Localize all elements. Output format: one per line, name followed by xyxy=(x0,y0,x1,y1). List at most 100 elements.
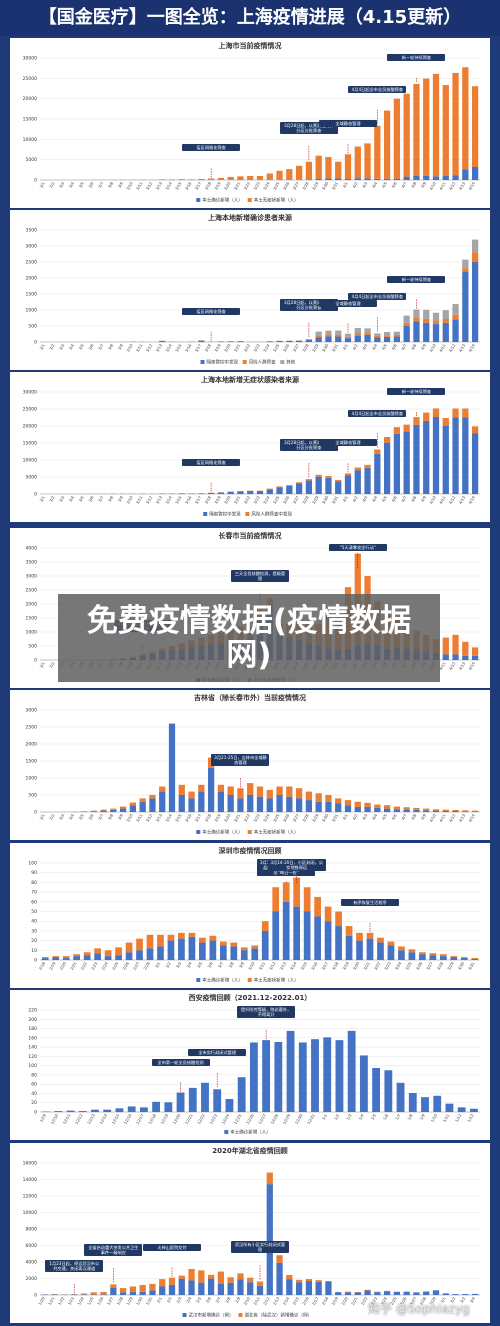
y-tick-label: 60 xyxy=(31,899,37,905)
panel xyxy=(10,372,490,522)
x-tick-label: 3/1 xyxy=(38,343,46,351)
legend-swatch xyxy=(242,360,247,364)
bar xyxy=(286,1279,293,1295)
legend-swatch xyxy=(224,1130,229,1134)
bar xyxy=(251,945,259,949)
bar xyxy=(274,1041,283,1112)
annotation-box: 武汉所有小区实行封闭式管理 xyxy=(231,1241,289,1254)
bar xyxy=(227,1277,234,1283)
x-tick-label: 3/8 xyxy=(107,813,115,821)
bar xyxy=(295,788,303,799)
bar xyxy=(188,798,195,812)
bar xyxy=(423,810,430,812)
x-tick-label: 3/19 xyxy=(213,494,222,504)
bar xyxy=(344,336,352,339)
x-tick-label: 12/15 xyxy=(111,1113,121,1125)
bar xyxy=(152,1101,161,1112)
x-tick-label: 4/5 xyxy=(381,181,389,189)
legend-label: 风险人群筛查 xyxy=(249,359,276,366)
bar xyxy=(432,809,440,811)
bar xyxy=(266,1184,273,1295)
x-tick-label: 4/5 xyxy=(381,343,389,351)
bar xyxy=(207,1274,215,1279)
x-tick-label: 3/26 xyxy=(282,342,291,352)
x-tick-label: 3/15 xyxy=(174,342,183,352)
y-tick-label: 20000 xyxy=(23,424,37,430)
bar xyxy=(293,906,301,960)
x-tick-label: 3/16 xyxy=(184,342,193,352)
bar xyxy=(188,1087,197,1112)
y-tick-label: 40 xyxy=(31,919,37,925)
bar xyxy=(460,957,468,959)
bar xyxy=(423,309,430,319)
bar xyxy=(432,408,440,417)
bar xyxy=(139,1107,148,1112)
bar xyxy=(178,938,185,960)
bar xyxy=(225,1099,234,1112)
x-tick-label: 3/24 xyxy=(262,812,271,822)
y-tick-label: 20000 xyxy=(23,96,37,102)
bar xyxy=(442,425,449,494)
bar xyxy=(286,340,293,342)
bar xyxy=(91,1109,99,1112)
y-tick-label: 80 xyxy=(31,1072,37,1078)
bar xyxy=(256,491,264,494)
bar xyxy=(423,412,430,421)
bar xyxy=(315,1281,322,1295)
x-tick-label: 3/24 xyxy=(394,960,403,970)
bar xyxy=(387,945,395,960)
bar xyxy=(374,333,381,336)
annotation-text: 火神山医院交付 xyxy=(143,1243,201,1251)
x-tick-label: 3/11 xyxy=(135,180,144,190)
bar xyxy=(432,73,440,177)
bar xyxy=(383,1291,391,1295)
x-tick-label: 3/25 xyxy=(404,960,413,970)
bar xyxy=(295,165,303,180)
annotation-text: 4月4日起全市全员核酸筛查 xyxy=(348,409,407,417)
x-tick-label: 1/22 xyxy=(57,1295,66,1305)
x-tick-label: 1/29 xyxy=(125,1295,134,1305)
y-tick-label: 500 xyxy=(28,324,37,330)
bar xyxy=(335,926,342,960)
x-tick-label: 4/11 xyxy=(438,342,447,352)
legend-swatch xyxy=(196,198,201,202)
bar xyxy=(314,916,321,960)
bar xyxy=(178,179,185,180)
bar xyxy=(383,442,391,494)
y-tick-label: 180 xyxy=(28,1026,37,1032)
bar xyxy=(237,788,244,799)
bar xyxy=(305,480,313,494)
bar xyxy=(286,786,293,797)
bar xyxy=(199,942,206,960)
bar xyxy=(80,1294,88,1295)
x-tick-label: 4/12 xyxy=(448,812,457,822)
bar xyxy=(305,800,313,812)
bar xyxy=(377,942,384,960)
bar xyxy=(168,1277,176,1285)
x-tick-label: 3/13 xyxy=(154,180,163,190)
bar xyxy=(127,1106,136,1112)
bar xyxy=(295,483,303,494)
bar xyxy=(115,955,122,960)
x-tick-label: 3/28 xyxy=(301,342,310,352)
x-tick-label: 4/11 xyxy=(438,180,447,190)
annotation-text: 全市第一轮全员核酸检测 xyxy=(151,1058,210,1066)
bar xyxy=(364,143,371,179)
y-tick-label: 10000 xyxy=(23,458,37,464)
x-tick-label: 3/13 xyxy=(154,812,163,822)
bar xyxy=(377,937,384,943)
bar xyxy=(471,1293,479,1295)
legend-label: 本土无症状新增（人） xyxy=(254,977,299,984)
y-tick-label: 60 xyxy=(31,1082,37,1088)
x-tick-label: 3/3 xyxy=(58,343,66,351)
bar xyxy=(344,154,352,179)
annotation-text: 3月14-20日，小区封闭，公交地铁停运 xyxy=(267,859,326,871)
x-tick-label: 1/7 xyxy=(394,1113,402,1121)
bar xyxy=(315,1280,322,1282)
bar xyxy=(344,475,352,494)
bar xyxy=(432,416,440,494)
x-tick-label: 2/4 xyxy=(185,1296,193,1304)
bar xyxy=(207,178,215,180)
bar xyxy=(471,166,479,180)
